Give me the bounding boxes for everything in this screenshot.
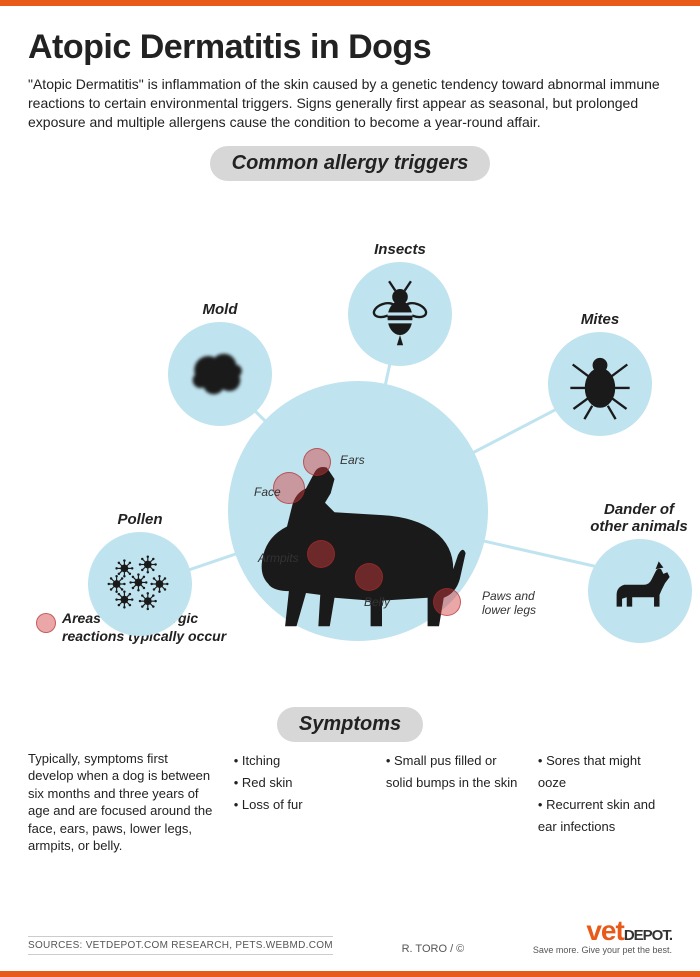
- hotspot-label-armpits: Armpits: [258, 551, 299, 565]
- symptoms-row: Typically, symptoms first develop when a…: [28, 750, 672, 855]
- symptom-item: Sores that might ooze: [538, 750, 672, 794]
- hotspot-armpits: [307, 540, 335, 568]
- trigger-insects: Insects: [348, 241, 452, 366]
- brand-logo: vetDEPOT. Save more. Give your pet the b…: [533, 918, 672, 955]
- triggers-diagram: Areas where allergic reactions typically…: [28, 181, 672, 701]
- intro-paragraph: "Atopic Dermatitis" is inflammation of t…: [28, 75, 672, 132]
- symptom-item: Recurrent skin and ear infections: [538, 794, 672, 838]
- logo-tagline: Save more. Give your pet the best.: [533, 945, 672, 955]
- hotspot-belly: [355, 563, 383, 591]
- page-title: Atopic Dermatitis in Dogs: [28, 28, 672, 67]
- trigger-label-insects: Insects: [348, 241, 452, 258]
- triggers-heading-pill: Common allergy triggers: [210, 146, 491, 181]
- symptoms-col-3: Sores that might oozeRecurrent skin and …: [538, 750, 672, 838]
- trigger-mites: Mites: [548, 311, 652, 436]
- hotspot-paws: [433, 588, 461, 616]
- hotspot-label-face: Face: [254, 485, 281, 499]
- symptoms-col-2: Small pus filled or solid bumps in the s…: [386, 750, 520, 794]
- mite-icon: [548, 332, 652, 436]
- symptoms-intro: Typically, symptoms first develop when a…: [28, 750, 216, 855]
- sources-text: SOURCES: VETDEPOT.COM RESEARCH, PETS.WEB…: [28, 936, 333, 955]
- trigger-mold: Mold: [168, 301, 272, 426]
- trigger-label-dander: Dander of other animals: [584, 501, 694, 535]
- hotspot-label-paws: Paws and lower legs: [482, 589, 562, 617]
- trigger-label-pollen: Pollen: [88, 511, 192, 528]
- bee-icon: [348, 262, 452, 366]
- hotspot-label-belly: Belly: [364, 595, 390, 609]
- symptom-item: Small pus filled or solid bumps in the s…: [386, 750, 520, 794]
- symptom-item: Itching: [234, 750, 368, 772]
- page-content: Atopic Dermatitis in Dogs "Atopic Dermat…: [0, 6, 700, 971]
- logo-brand: vet: [586, 915, 623, 946]
- hotspot-ears: [303, 448, 331, 476]
- symptom-item: Red skin: [234, 772, 368, 794]
- credit-text: R. TORO / ©: [402, 943, 465, 955]
- accent-bar-bottom: [0, 971, 700, 977]
- mold-icon: [168, 322, 272, 426]
- hotspot-label-ears: Ears: [340, 453, 365, 467]
- logo-sub: DEPOT.: [624, 927, 672, 944]
- trigger-label-mites: Mites: [548, 311, 652, 328]
- symptom-item: Loss of fur: [234, 794, 368, 816]
- trigger-label-mold: Mold: [168, 301, 272, 318]
- symptoms-heading-pill: Symptoms: [277, 707, 423, 742]
- smalldog-icon: [588, 539, 692, 643]
- pollen-icon: [88, 532, 192, 636]
- symptoms-col-1: ItchingRed skinLoss of fur: [234, 750, 368, 816]
- legend-hotspot-dot: [36, 613, 56, 633]
- trigger-pollen: Pollen: [88, 511, 192, 636]
- trigger-dander: Dander of other animals: [588, 501, 692, 643]
- footer: SOURCES: VETDEPOT.COM RESEARCH, PETS.WEB…: [28, 918, 672, 955]
